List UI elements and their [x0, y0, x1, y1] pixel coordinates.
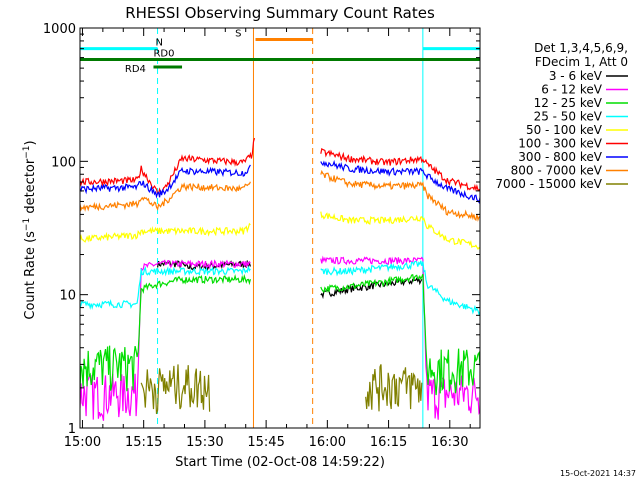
- x-tick-label: 16:15: [370, 435, 407, 450]
- series-line-50-100kev: [320, 211, 480, 251]
- series-line-800-7000kev: [320, 169, 480, 222]
- flag-label-n: N: [156, 38, 163, 49]
- y-tick-label: 10: [59, 289, 76, 304]
- legend-label: 50 - 100 keV: [526, 123, 603, 137]
- series-line-800-7000kev: [80, 181, 251, 212]
- legend-label: 3 - 6 keV: [549, 69, 603, 83]
- series-line-100-300kev: [320, 147, 480, 192]
- legend-label: 300 - 800 keV: [518, 150, 602, 164]
- legend-header-line-2: FDecim 1, Att 0: [535, 55, 628, 69]
- legend-header-line-1: Det 1,3,4,5,6,9,: [534, 41, 628, 55]
- flag-label-rd0: RD0: [153, 49, 174, 60]
- series-line-3-6kev: [320, 276, 423, 300]
- plot-frame: [79, 27, 481, 429]
- series-line-6-12kev: [320, 255, 480, 420]
- y-tick-label: 100: [51, 155, 76, 170]
- legend-label: 12 - 25 keV: [534, 96, 603, 110]
- series-line-25-50kev: [80, 265, 251, 310]
- x-tick-label: 15:15: [125, 435, 162, 450]
- chart-title: RHESSI Observing Summary Count Rates: [125, 4, 435, 22]
- series-line-7000-15000kev: [140, 364, 211, 415]
- series-layer: [80, 137, 480, 421]
- x-tick-label: 16:30: [431, 435, 468, 450]
- legend-label: 25 - 50 keV: [534, 110, 603, 124]
- series-line-12-25kev: [320, 273, 480, 396]
- series-line-7000-15000kev: [365, 364, 423, 412]
- y-tick-label: 1: [68, 422, 76, 437]
- legend-label: 6 - 12 keV: [541, 83, 603, 97]
- y-tick-label: 1000: [43, 22, 76, 37]
- x-tick-label: 16:00: [309, 435, 346, 450]
- series-line-300-800kev: [80, 164, 251, 199]
- flag-label-s: S: [235, 28, 241, 39]
- x-axis-ticks: 15:00 15:15 15:30 15:45 16:00 16:15 16:30: [64, 28, 471, 450]
- series-line-300-800kev: [320, 159, 480, 204]
- legend-label: 100 - 300 keV: [518, 137, 602, 151]
- y-axis-ticks: 1 10 100 1000: [43, 22, 480, 437]
- legend-label: 7000 - 15000 keV: [495, 177, 602, 191]
- x-tick-label: 15:45: [247, 435, 284, 450]
- x-tick-label: 15:30: [186, 435, 223, 450]
- series-line-50-100kev: [80, 222, 251, 243]
- legend-label: 800 - 7000 keV: [511, 164, 603, 178]
- x-tick-label: 15:00: [64, 435, 101, 450]
- series-line-12-25kev: [80, 273, 251, 392]
- series-line-25-50kev: [320, 260, 480, 317]
- timestamp: 15-Oct-2021 14:37: [560, 469, 636, 478]
- y-axis-label: Count Rate (s−1 detector−1): [22, 140, 38, 319]
- x-axis-label: Start Time (02-Oct-08 14:59:22): [175, 455, 385, 470]
- flag-label-rd4: RD4: [125, 64, 146, 75]
- series-line-6-12kev: [80, 259, 251, 421]
- series-line-100-300kev: [80, 137, 256, 195]
